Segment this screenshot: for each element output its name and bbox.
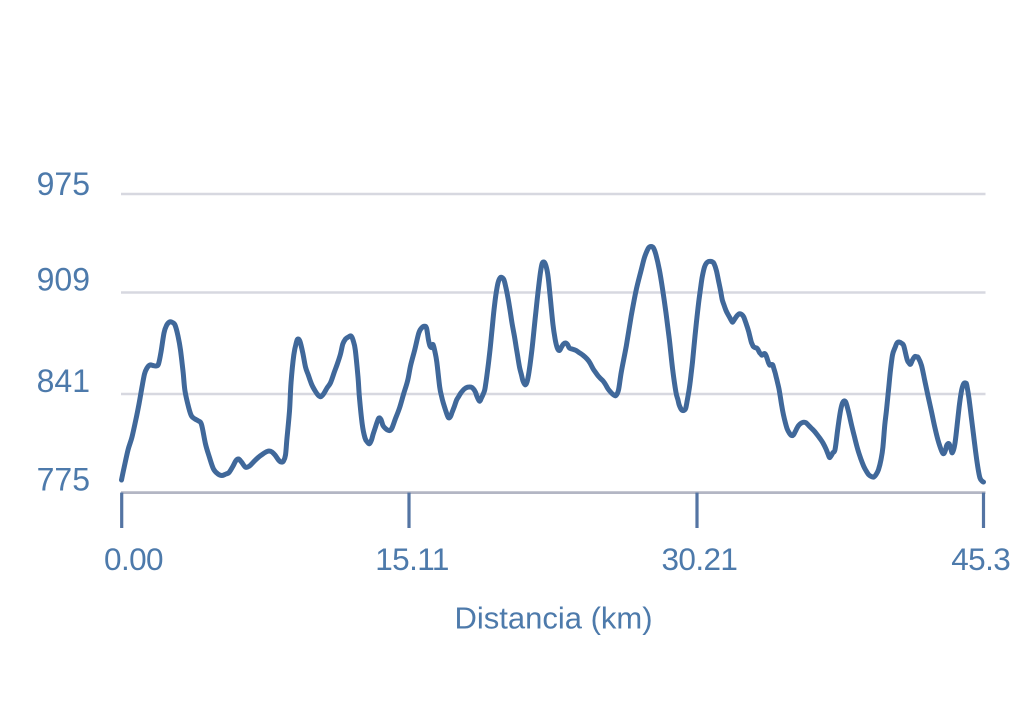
svg-text:909: 909 [37, 262, 90, 298]
svg-text:45.3: 45.3 [951, 541, 1010, 577]
svg-text:15.11: 15.11 [375, 541, 449, 577]
svg-text:975: 975 [37, 166, 90, 202]
svg-text:0.00: 0.00 [104, 541, 163, 577]
svg-text:775: 775 [37, 462, 90, 498]
svg-text:841: 841 [37, 363, 90, 399]
svg-text:Distancia (km): Distancia (km) [454, 601, 652, 636]
svg-text:30.21: 30.21 [661, 541, 737, 577]
